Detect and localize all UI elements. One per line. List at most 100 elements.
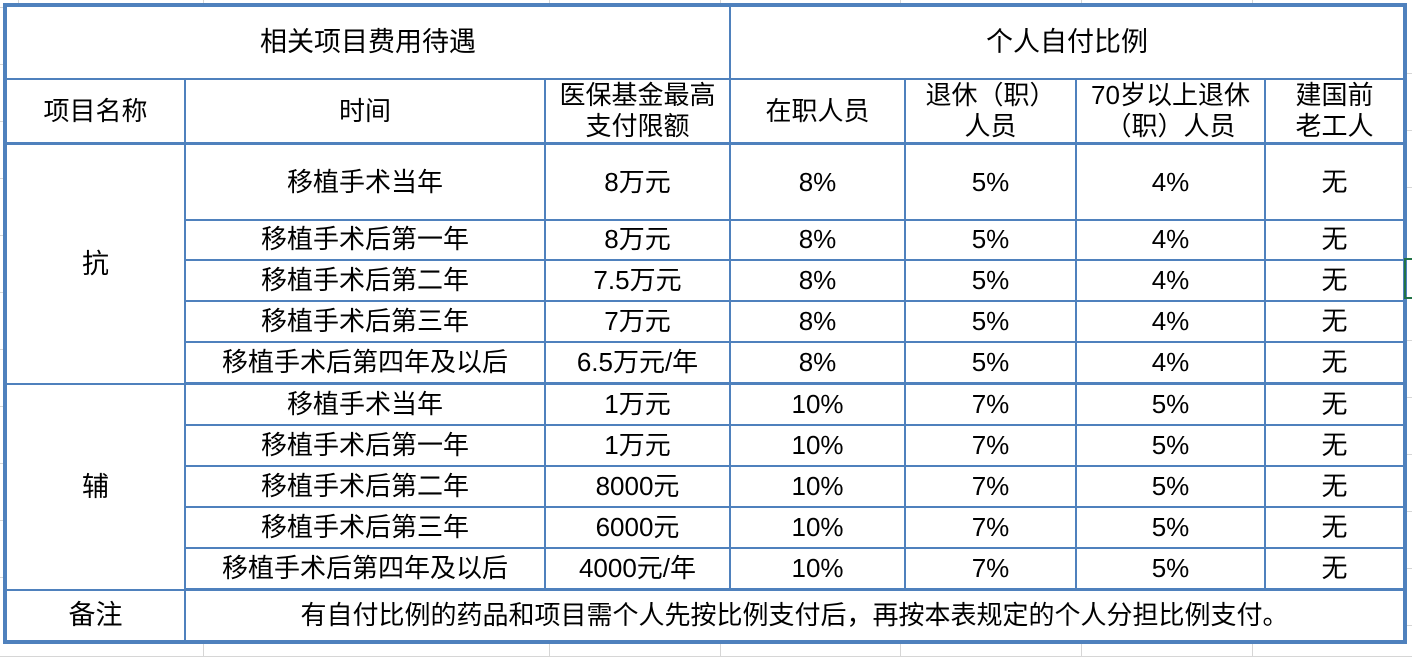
cell-over70[interactable]: 4% bbox=[1075, 299, 1267, 343]
column-header-time[interactable]: 时间 bbox=[184, 78, 546, 146]
cell-over70[interactable]: 5% bbox=[1075, 505, 1267, 549]
cell-retired[interactable]: 7% bbox=[904, 464, 1078, 508]
gridline bbox=[0, 235, 3, 236]
gridline bbox=[0, 178, 3, 179]
note-row: 备注 有自付比例的药品和项目需个人先按比例支付后，再按本表规定的个人分担比例支付… bbox=[4, 588, 1407, 643]
cell-time[interactable]: 移植手术后第四年及以后 bbox=[184, 546, 546, 592]
section-header-row: 相关项目费用待遇 个人自付比例 bbox=[3, 4, 1407, 80]
cell-limit[interactable]: 1万元 bbox=[543, 423, 732, 467]
gridline bbox=[0, 520, 3, 521]
cell-time[interactable]: 移植手术后第一年 bbox=[184, 218, 546, 261]
gridline bbox=[18, 0, 19, 3]
cell-active[interactable]: 8% bbox=[729, 340, 907, 386]
column-header-pre-founding-workers[interactable]: 建国前 老工人 bbox=[1264, 78, 1407, 146]
gridline bbox=[1406, 340, 1412, 341]
cell-retired[interactable]: 5% bbox=[904, 218, 1078, 261]
cell-over70[interactable]: 4% bbox=[1075, 218, 1267, 261]
cell-active[interactable]: 10% bbox=[729, 423, 907, 467]
gridline bbox=[1406, 130, 1412, 131]
cell-active[interactable]: 8% bbox=[729, 258, 907, 302]
cell-limit[interactable]: 8万元 bbox=[543, 142, 732, 221]
gridline bbox=[0, 7, 3, 8]
cell-limit[interactable]: 6000元 bbox=[543, 505, 732, 549]
table-row: 辅 移植手术当年 1万元 10% 7% 5% 无 bbox=[4, 382, 1407, 591]
cell-prefounding[interactable]: 无 bbox=[1264, 423, 1407, 467]
cell-time[interactable]: 移植手术后第二年 bbox=[184, 258, 546, 302]
cell-retired[interactable]: 5% bbox=[904, 142, 1078, 221]
cell-prefounding[interactable]: 无 bbox=[1264, 382, 1407, 426]
column-header-retired[interactable]: 退休（职） 人员 bbox=[904, 78, 1078, 146]
cell-over70[interactable]: 5% bbox=[1075, 382, 1267, 426]
cell-over70[interactable]: 5% bbox=[1075, 546, 1267, 592]
cell-over70[interactable]: 4% bbox=[1075, 258, 1267, 302]
gridline bbox=[720, 0, 721, 3]
cell-retired[interactable]: 5% bbox=[904, 258, 1078, 302]
cell-prefounding[interactable]: 无 bbox=[1264, 546, 1407, 592]
cell-over70[interactable]: 5% bbox=[1075, 464, 1267, 508]
cell-prefounding[interactable]: 无 bbox=[1264, 218, 1407, 261]
gridline bbox=[203, 644, 204, 656]
cell-limit[interactable]: 8万元 bbox=[543, 218, 732, 261]
cell-over70[interactable]: 4% bbox=[1075, 340, 1267, 386]
cell-limit[interactable]: 7.5万元 bbox=[543, 258, 732, 302]
cell-active[interactable]: 10% bbox=[729, 464, 907, 508]
cell-active[interactable]: 8% bbox=[729, 218, 907, 261]
cell-active[interactable]: 10% bbox=[729, 382, 907, 426]
cell-over70[interactable]: 4% bbox=[1075, 142, 1267, 221]
cell-retired[interactable]: 7% bbox=[904, 546, 1078, 592]
cell-prefounding[interactable]: 无 bbox=[1264, 258, 1407, 302]
cell-limit[interactable]: 6.5万元/年 bbox=[543, 340, 732, 386]
cell-retired[interactable]: 7% bbox=[904, 382, 1078, 426]
cell-prefounding[interactable]: 无 bbox=[1264, 299, 1407, 343]
gridline bbox=[1252, 0, 1253, 3]
column-header-active-employees[interactable]: 在职人员 bbox=[729, 78, 907, 146]
gridline bbox=[900, 644, 901, 656]
cell-over70[interactable]: 5% bbox=[1075, 423, 1267, 467]
gridline bbox=[0, 406, 3, 407]
column-header-project-name[interactable]: 项目名称 bbox=[4, 78, 186, 146]
cell-active[interactable]: 10% bbox=[729, 505, 907, 549]
table-row: 移植手术后第三年 6000元 10% 7% 5% 无 bbox=[5, 505, 1407, 549]
cell-time[interactable]: 移植手术后第四年及以后 bbox=[184, 340, 546, 386]
benefits-table: 相关项目费用待遇 个人自付比例 项目名称 时间 医保基金最高 支付限额 在职人员… bbox=[3, 3, 1408, 644]
gridline bbox=[549, 644, 550, 656]
cell-retired[interactable]: 7% bbox=[904, 423, 1078, 467]
cell-limit[interactable]: 8000元 bbox=[543, 464, 732, 508]
section-header-project-costs[interactable]: 相关项目费用待遇 bbox=[3, 4, 732, 80]
cell-active[interactable]: 8% bbox=[729, 299, 907, 343]
cell-time[interactable]: 移植手术当年 bbox=[184, 382, 546, 426]
gridline bbox=[0, 463, 3, 464]
column-header-retired-over-70[interactable]: 70岁以上退休 （职）人员 bbox=[1075, 78, 1267, 146]
cell-retired[interactable]: 5% bbox=[904, 340, 1078, 386]
group-label-auxiliary[interactable]: 辅 bbox=[4, 382, 186, 591]
cell-retired[interactable]: 7% bbox=[904, 505, 1078, 549]
gridline bbox=[1081, 644, 1082, 656]
gridline bbox=[0, 577, 3, 578]
column-header-fund-limit[interactable]: 医保基金最高 支付限额 bbox=[543, 78, 732, 146]
cell-time[interactable]: 移植手术后第二年 bbox=[184, 464, 546, 508]
table-row: 移植手术后第二年 8000元 10% 7% 5% 无 bbox=[5, 464, 1407, 508]
cell-time[interactable]: 移植手术后第三年 bbox=[184, 299, 546, 343]
cell-limit[interactable]: 4000元/年 bbox=[543, 546, 732, 592]
cell-prefounding[interactable]: 无 bbox=[1264, 142, 1407, 221]
cell-retired[interactable]: 5% bbox=[904, 299, 1078, 343]
cell-prefounding[interactable]: 无 bbox=[1264, 340, 1407, 386]
section-header-self-pay-ratio[interactable]: 个人自付比例 bbox=[729, 4, 1407, 80]
gridline bbox=[1406, 187, 1412, 188]
cell-limit[interactable]: 1万元 bbox=[543, 382, 732, 426]
cell-time[interactable]: 移植手术后第一年 bbox=[184, 423, 546, 467]
cell-prefounding[interactable]: 无 bbox=[1264, 505, 1407, 549]
table-row: 移植手术后第四年及以后 6.5万元/年 8% 5% 4% 无 bbox=[5, 340, 1407, 386]
cell-active[interactable]: 8% bbox=[729, 142, 907, 221]
note-text[interactable]: 有自付比例的药品和项目需个人先按比例支付后，再按本表规定的个人分担比例支付。 bbox=[183, 588, 1407, 643]
group-label-anti[interactable]: 抗 bbox=[4, 142, 186, 385]
cell-time[interactable]: 移植手术当年 bbox=[184, 142, 546, 221]
table-row: 移植手术后第二年 7.5万元 8% 5% 4% 无 bbox=[5, 258, 1407, 302]
note-label[interactable]: 备注 bbox=[4, 588, 186, 643]
cell-active[interactable]: 10% bbox=[729, 546, 907, 592]
table-row: 移植手术后第一年 1万元 10% 7% 5% 无 bbox=[5, 423, 1407, 467]
cell-prefounding[interactable]: 无 bbox=[1264, 464, 1407, 508]
cell-limit[interactable]: 7万元 bbox=[543, 299, 732, 343]
cell-time[interactable]: 移植手术后第三年 bbox=[184, 505, 546, 549]
